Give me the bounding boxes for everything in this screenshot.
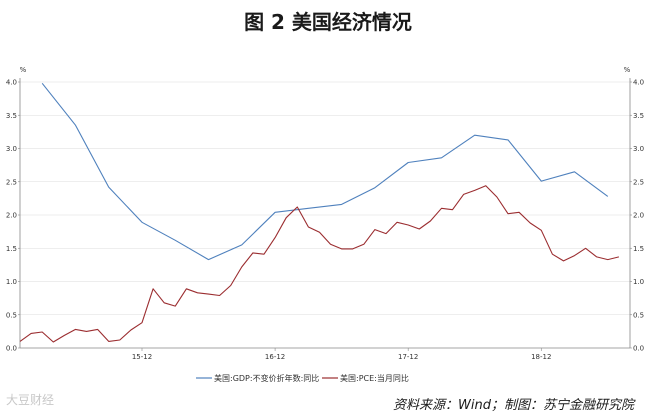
y-tick-label-left: 3.0 <box>6 145 17 153</box>
x-tick-label: 17-12 <box>398 353 418 361</box>
source-note: 资料来源：Wind；制图：苏宁金融研究院 <box>393 398 634 413</box>
y-tick-label-left: 4.0 <box>6 79 17 87</box>
series-lines <box>19 82 620 343</box>
y-tick-label-right: 2.5 <box>633 178 644 186</box>
y-tick-label-right: 0.5 <box>633 311 644 319</box>
y-tick-label-right: 1.5 <box>633 245 644 253</box>
series-line-gdp <box>41 82 609 261</box>
x-tick-label: 16-12 <box>265 353 285 361</box>
legend-label: 美国:PCE:当月同比 <box>340 373 409 383</box>
series-line-pce <box>19 185 620 343</box>
y-tick-label-right: 0.0 <box>633 345 644 353</box>
y-tick-label-left: 2.5 <box>6 178 17 186</box>
y-tick-label-left: 0.0 <box>6 345 17 353</box>
legend: 美国:GDP:不变价折年数:同比 美国:PCE:当月同比 <box>196 373 409 383</box>
y-tick-label-right: 3.0 <box>633 145 644 153</box>
y-tick-label-right: 1.0 <box>633 278 644 286</box>
y-tick-label-right: 3.5 <box>633 112 644 120</box>
watermark: 大豆财经 <box>6 393 55 407</box>
x-tick-label: 15-12 <box>132 353 152 361</box>
y-tick-label-right: 2.0 <box>633 212 644 220</box>
y-tick-label-left: 1.0 <box>6 278 17 286</box>
axes: 0.0 0.0 0.5 0.5 1.0 1.0 1.5 1.5 2.0 2.0 2.5 2.5 3.0 3… <box>6 66 644 361</box>
y-unit-left: % <box>20 66 27 74</box>
y-tick-label-left: 2.0 <box>6 212 17 220</box>
x-tick-label: 18-12 <box>531 353 551 361</box>
y-tick-label-left: 0.5 <box>6 311 17 319</box>
y-tick-label-right: 4.0 <box>633 79 644 87</box>
y-tick-label-left: 3.5 <box>6 112 17 120</box>
y-unit-right: % <box>624 66 631 74</box>
chart-title: 图 2 美国经济情况 <box>244 10 412 34</box>
y-tick-label-left: 1.5 <box>6 245 17 253</box>
gridlines <box>20 81 630 316</box>
legend-label: 美国:GDP:不变价折年数:同比 <box>214 373 319 383</box>
